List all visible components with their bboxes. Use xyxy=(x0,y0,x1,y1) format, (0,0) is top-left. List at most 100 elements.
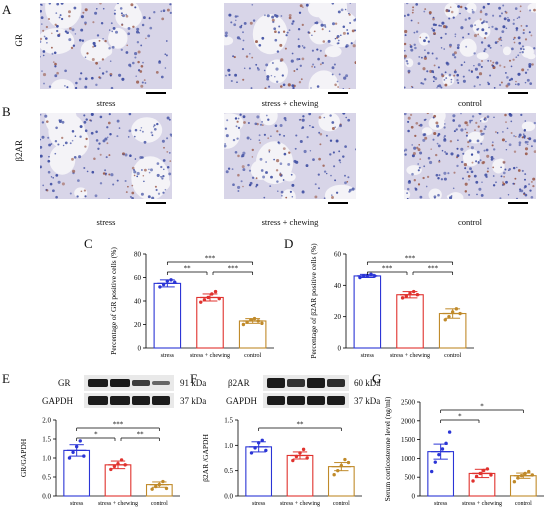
bar xyxy=(286,454,314,497)
chart-g: 0 500 1000 1500 2000 2500 Serum corticosterone… xyxy=(383,396,544,507)
y-axis-label: Percentage of β2AR positive cells (%) xyxy=(309,243,318,359)
data-point xyxy=(74,444,79,449)
data-point xyxy=(516,476,520,480)
tissue-texture xyxy=(40,113,172,199)
x-tick-label: stress + chewing xyxy=(390,353,430,359)
data-point xyxy=(206,295,210,300)
y-axis-label: GR/GAPDH xyxy=(19,438,28,477)
data-point xyxy=(161,479,165,484)
y-tick-label: 0.0 xyxy=(224,493,233,501)
bar xyxy=(104,464,132,497)
micrograph-b2ar-control xyxy=(404,113,536,199)
caption-control: control xyxy=(457,98,483,108)
panel-letter-b: B xyxy=(2,104,11,119)
y-tick-label: 60 xyxy=(334,251,342,259)
y-tick-label: 20 xyxy=(334,313,342,321)
scale-bar xyxy=(328,202,348,204)
data-point xyxy=(112,464,117,469)
data-point xyxy=(169,278,173,282)
significance-label: *** xyxy=(382,265,393,273)
data-point xyxy=(454,307,459,311)
panel-letter-g: G xyxy=(372,371,382,386)
data-point xyxy=(408,291,412,295)
significance-label: ** xyxy=(184,265,192,273)
data-point xyxy=(415,293,420,297)
data-point xyxy=(164,486,169,491)
blot-e-label-gapdh: GAPDH xyxy=(42,396,74,406)
caption-stress: stress xyxy=(96,98,116,108)
bar xyxy=(63,449,91,497)
data-point xyxy=(109,467,113,472)
data-point xyxy=(67,456,72,460)
scale-bar xyxy=(146,92,166,94)
data-point xyxy=(165,279,170,283)
micrograph-gr-control xyxy=(404,3,536,89)
y-tick-label: 0.5 xyxy=(224,467,233,475)
data-point xyxy=(404,294,408,298)
panel-letter-e: E xyxy=(2,371,10,386)
scale-bar xyxy=(328,92,348,94)
y-tick-label: 1.0 xyxy=(224,442,233,450)
y-tick-label: 1.5 xyxy=(224,417,233,425)
data-point xyxy=(474,474,479,479)
y-tick-label: 2500 xyxy=(401,399,416,407)
scale-bar xyxy=(508,92,528,94)
data-point xyxy=(256,441,261,445)
panel-letter-c: C xyxy=(84,236,93,251)
y-tick-label: 0.5 xyxy=(42,474,51,482)
panel-letter-f: F xyxy=(190,371,198,386)
blot-f-label-gapdh: GAPDH xyxy=(226,396,258,406)
y-tick-label: 80 xyxy=(134,251,142,259)
data-point xyxy=(301,447,306,452)
scale-bar xyxy=(146,202,166,204)
blot-e-gapdh xyxy=(84,393,174,408)
data-point xyxy=(478,471,482,476)
significance-label: * xyxy=(94,431,98,439)
data-point xyxy=(294,454,299,459)
x-tick-label: control xyxy=(151,501,168,507)
data-point xyxy=(252,316,257,321)
data-point xyxy=(71,450,75,454)
data-point xyxy=(450,310,455,314)
data-point xyxy=(298,451,302,455)
data-point xyxy=(358,275,362,280)
tissue-texture xyxy=(40,3,172,89)
data-point xyxy=(412,289,416,294)
data-point xyxy=(458,311,462,316)
significance-label: ** xyxy=(137,431,145,439)
y-tick-label: 500 xyxy=(405,474,416,482)
y-tick-label: 60 xyxy=(134,274,142,282)
micrograph-gr-stress xyxy=(40,3,172,89)
y-tick-label: 40 xyxy=(134,298,142,306)
micrograph-b2ar-stress xyxy=(40,113,172,199)
data-point xyxy=(440,447,445,451)
tissue-texture xyxy=(224,113,356,199)
significance-label: *** xyxy=(228,265,239,273)
y-tick-label: 2000 xyxy=(401,417,416,425)
data-point xyxy=(361,274,366,278)
x-tick-label: stress + chewing xyxy=(280,501,320,507)
chart-c: 0 20 40 60 80 Percentage of GR positive cells… xyxy=(109,247,274,359)
x-tick-label: stress xyxy=(70,501,84,507)
scale-bar xyxy=(508,202,528,204)
significance-label: *** xyxy=(428,265,439,273)
data-point xyxy=(443,318,447,322)
x-tick-label: control xyxy=(244,353,261,359)
blot-f-label-b2ar: β2AR xyxy=(228,378,250,388)
x-tick-label: stress xyxy=(252,501,266,507)
data-point xyxy=(217,296,221,301)
blot-e-kda-gapdh: 37 kDa xyxy=(180,396,207,406)
data-point xyxy=(523,471,527,476)
y-tick-label: 1.5 xyxy=(42,436,51,444)
data-point xyxy=(213,289,218,294)
x-tick-label: control xyxy=(333,501,350,507)
data-point xyxy=(444,441,448,446)
data-point xyxy=(346,460,351,465)
panel-letter-a: A xyxy=(2,2,12,17)
blot-e-label-gr: GR xyxy=(58,378,71,388)
micrograph-b2ar-stress-chewing xyxy=(224,113,356,199)
data-point xyxy=(256,319,260,323)
caption-stress: stress xyxy=(96,217,116,227)
data-point xyxy=(253,446,257,450)
chart-f: 0.0 0.5 1.0 1.5 β2AR /GAPDH stress stress + ch… xyxy=(201,417,362,507)
